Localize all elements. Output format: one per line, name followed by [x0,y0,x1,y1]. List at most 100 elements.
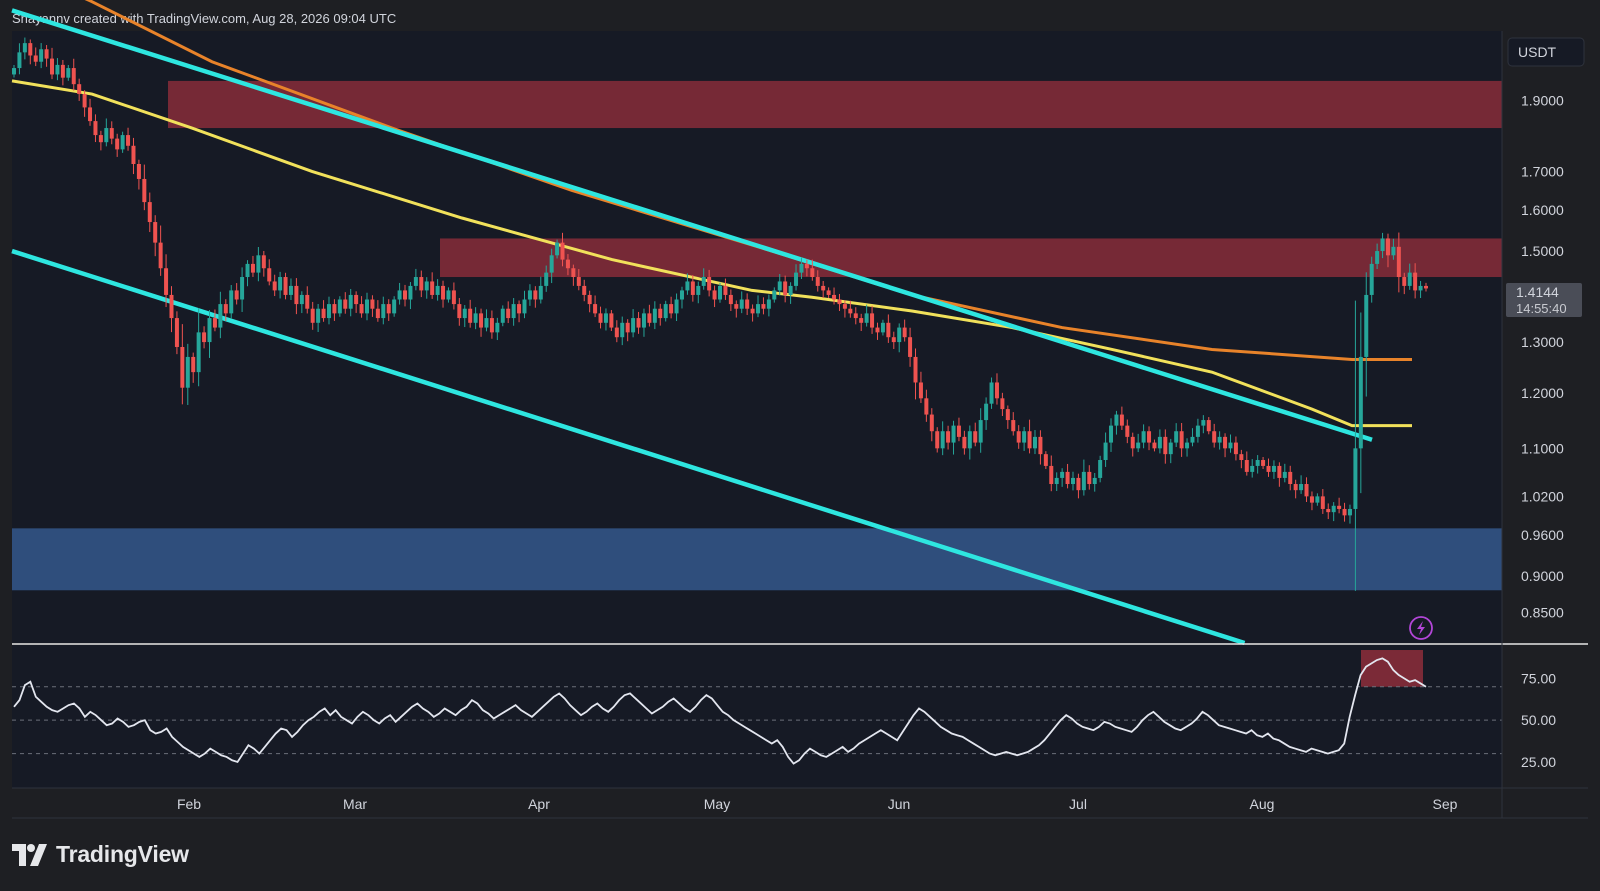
bull-candle [1282,471,1287,478]
bull-candle [1054,477,1059,485]
bull-candle [880,322,885,333]
tradingview-logo[interactable]: TradingView [12,841,189,868]
bear-candle [212,318,217,328]
bear-candle [582,285,587,295]
bear-candle [359,304,364,314]
bull-candle [17,52,22,69]
bear-candle [294,285,299,305]
bull-candle [1380,238,1385,252]
bear-candle [109,128,114,139]
bear-candle [1293,484,1298,491]
bull-candle [522,299,527,314]
bull-candle [652,308,657,323]
bear-candle [946,431,951,443]
bear-candle [126,135,131,146]
bull-candle [794,272,799,286]
bull-candle [218,304,223,328]
price-tick-label: 1.2000 [1521,385,1564,401]
bear-candle [560,242,565,260]
bull-candle [446,290,451,300]
bear-candle [870,313,875,328]
bear-candle [1413,272,1418,291]
bull-candle [603,313,608,323]
bull-candle [12,68,16,75]
bull-candle [984,403,989,421]
bear-candle [430,281,435,295]
bear-candle [1342,508,1347,516]
bear-candle [98,135,103,143]
tradingview-logo-icon [12,843,47,866]
bear-candle [321,308,326,319]
bear-candle [164,268,169,295]
bull-candle [1201,420,1206,426]
bull-candle [337,299,342,314]
bull-candle [1141,431,1146,443]
bull-candle [424,281,429,291]
rsi-pane[interactable] [12,645,1502,788]
bull-candle [278,277,283,291]
bear-candle [658,308,663,319]
bear-candle [1212,431,1217,443]
bear-candle [576,277,581,286]
bull-candle [1353,448,1358,509]
bull-candle [663,304,668,319]
bear-candle [609,313,614,328]
bear-candle [332,304,337,314]
bull-candle [696,285,701,295]
bull-candle [1190,436,1195,443]
bear-candle [1223,436,1228,449]
currency-badge[interactable]: USDT [1507,37,1585,67]
bear-candle [71,68,76,85]
bear-candle [261,255,266,269]
bear-candle [142,178,147,203]
bear-candle [669,304,674,314]
bear-candle [913,356,918,383]
bear-candle [223,304,228,314]
bull-candle [1022,431,1027,443]
lightning-alert-icon[interactable] [1409,616,1433,640]
bear-candle [517,304,522,314]
ma-short-line [11,79,1412,428]
bear-candle [1038,436,1043,455]
bear-candle [924,398,929,415]
bull-candle [1168,442,1173,455]
rsi-line [13,657,1427,765]
price-tick-label: 0.9000 [1521,568,1564,584]
bull-candle [120,135,125,150]
bear-candle [267,268,272,282]
price-tick-label: 1.5000 [1521,243,1564,259]
bear-candle [1206,420,1211,432]
price-tick-label: 1.3000 [1521,334,1564,350]
bear-candle [587,294,592,305]
bear-candle [370,299,375,309]
bull-candle [1375,251,1380,264]
bull-candle [1250,465,1255,472]
bear-candle [506,308,511,319]
bear-candle [1147,431,1152,443]
bull-candle [1103,442,1108,461]
rsi-tick-label: 75.00 [1521,670,1556,686]
bear-candle [479,313,484,328]
bear-candle [1087,471,1092,485]
bull-candle [381,304,386,319]
bull-candle [674,299,679,314]
bear-candle [174,318,179,347]
time-tick-label: Jun [888,796,911,812]
bear-candle [202,332,207,343]
bull-candle [527,290,532,300]
bull-candle [685,281,690,291]
bull-candle [1032,436,1037,449]
bear-candle [1337,505,1342,509]
bull-candle [316,308,321,323]
time-tick-label: May [704,796,730,812]
bear-candle [875,327,880,333]
bull-candle [864,313,869,323]
bull-candle [772,290,777,300]
bear-candle [647,313,652,323]
bear-candle [1266,465,1271,472]
bull-candle [207,318,212,343]
bear-candle [994,382,999,399]
bear-candle [707,277,712,291]
bull-candle [940,431,945,449]
